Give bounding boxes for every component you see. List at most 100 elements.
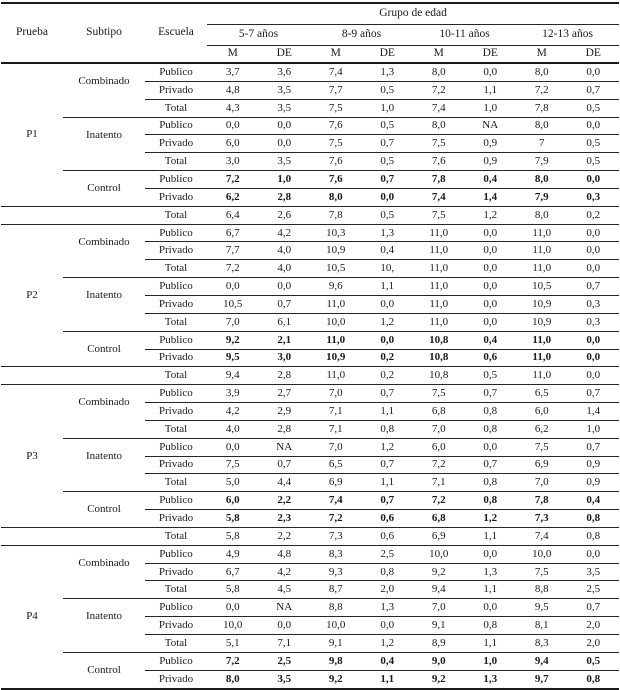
cell-subtipo: Control [63,170,145,207]
cell-value: 10,5 [207,295,259,314]
cell-value: 8,0 [310,188,362,207]
cell-value: 2,5 [567,580,620,600]
cell-escuela: Privado [145,616,207,635]
cell-escuela: Privado [145,241,207,261]
cell-empty [1,99,63,117]
cell-escuela: Privado [145,81,207,100]
cell-value: 7,2 [413,456,465,475]
cell-escuela: Total [145,527,207,546]
cell-value: 11,0 [516,241,568,261]
cell-value: 1,3 [361,224,413,243]
cell-value: 8,7 [310,580,362,600]
cell-value: 9,3 [310,563,362,582]
cell-value: 7,8 [413,170,465,189]
cell-value: 0,0 [567,366,620,386]
cell-value: 7,5 [207,456,259,475]
cell-empty [63,420,145,439]
cell-value: 1,0 [464,99,516,118]
cell-escuela: Privado [145,188,207,207]
cell-escuela: Privado [145,295,207,314]
cell-value: 7,4 [310,491,362,511]
cell-value: 0,0 [258,134,310,154]
cell-empty [1,420,63,438]
cell-value: 7,2 [310,509,362,528]
cell-value: 0,7 [567,277,620,296]
cell-value: 0,7 [258,295,310,314]
cell-subtipo: Control [63,491,145,528]
cell-value: 0,0 [464,295,516,314]
cell-empty [1,224,63,242]
cell-empty [1,260,63,278]
col-header-subtipo: Subtipo [63,3,145,64]
cell-value: 0,0 [464,63,516,82]
cell-value: 3,5 [258,99,310,118]
cell-value: 1,1 [464,527,516,546]
cell-value: 0,9 [567,456,620,475]
cell-value: 0,7 [361,456,413,475]
cell-value: 0,0 [258,117,310,136]
cell-value: 7,4 [516,527,568,546]
cell-value: 10,0 [413,545,465,564]
cell-value: 10,5 [516,277,568,296]
cell-value: NA [258,438,310,457]
cell-value: 0,7 [258,456,310,475]
col-header-stat: M [207,45,259,64]
cell-empty [1,670,63,690]
cell-value: 2,1 [258,331,310,350]
cell-value: 9,6 [310,277,362,296]
cell-value: 0,0 [567,63,620,82]
cell-value: 0,0 [464,241,516,261]
cell-empty [1,349,63,368]
cell-value: 0,5 [567,134,620,154]
cell-subtipo: Control [63,652,145,690]
table-row: Privado 4,8 3,5 7,7 0,5 7,2 1,1 7,2 0,7 [1,81,620,100]
cell-value: 0,0 [361,331,413,350]
cell-empty [1,206,63,225]
cell-value: 2,5 [258,652,310,671]
cell-escuela: Total [145,152,207,172]
cell-escuela: Privado [145,670,207,690]
cell-value: 0,8 [361,563,413,582]
cell-value: 0,9 [464,134,516,154]
cell-value: 11,0 [413,295,465,314]
cell-escuela: Publico [145,170,207,189]
table-row: Combinado Publico 3,7 3,6 7,4 1,3 8,0 0,0 8,0 0,0 [1,63,620,87]
cell-value: 0,0 [567,170,620,189]
table-row: Total 5,8 2,2 7,3 0,6 6,9 1,1 7,4 0,8 [1,527,620,546]
cell-empty [1,242,63,260]
cell-prueba: P3 [26,449,38,462]
cell-value: 7,4 [310,63,362,82]
cell-value: 0,0 [464,224,516,243]
cell-empty [1,581,63,599]
table-row: Control Publico 9,2 2,1 11,0 0,0 10,8 0,4 11,0 0,… [1,331,620,368]
cell-value: 3,9 [207,384,259,404]
cell-escuela: Total [145,580,207,600]
cell-empty [1,331,63,349]
cell-value: 1,4 [567,402,620,421]
cell-value: 0,8 [567,509,620,528]
cell-value: 8,0 [516,170,568,189]
cell-value: 0,2 [567,206,620,225]
cell-value: 0,8 [361,420,413,439]
col-header-stat: DE [464,45,516,64]
cell-prueba: P1 [26,128,38,141]
table-row: Privado 10,0 0,0 10,0 0,0 9,1 0,8 8,1 2,0 [1,616,620,635]
cell-value: 0,0 [258,616,310,635]
cell-value: 1,0 [464,652,516,671]
cell-value: 10,9 [310,241,362,261]
cell-empty [63,259,145,279]
cell-value: 1,3 [464,563,516,582]
cell-value: 7,5 [413,134,465,154]
cell-value: 7,5 [516,563,568,582]
cell-value: 7,8 [516,491,568,511]
cell-value: 6,0 [207,134,259,154]
cell-prueba: P4 [26,610,38,623]
cell-value: 6,7 [207,224,259,243]
cell-empty [1,385,63,403]
cell-value: 0,7 [567,598,620,618]
cell-value: 8,8 [310,598,362,618]
cell-value: 9,5 [516,598,568,618]
cell-value: 7,4 [413,99,465,118]
cell-empty [1,153,63,171]
cell-value: 3,5 [258,81,310,100]
